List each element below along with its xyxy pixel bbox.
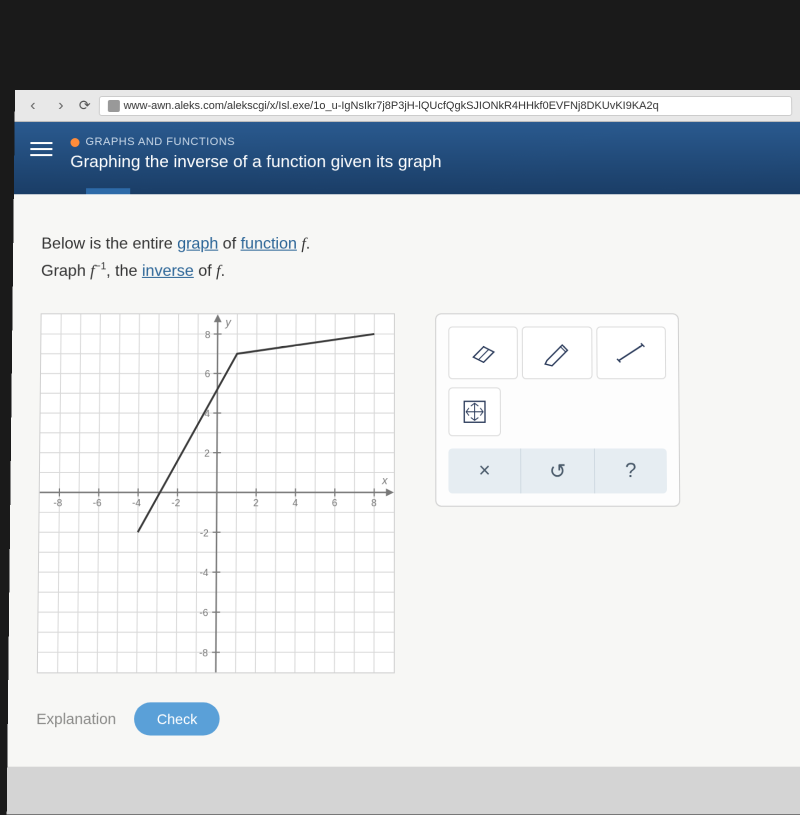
- app-header: GRAPHS AND FUNCTIONS Graphing the invers…: [14, 122, 800, 194]
- help-icon: ?: [625, 460, 636, 483]
- svg-text:-2: -2: [171, 499, 180, 510]
- status-dot-icon: [70, 138, 79, 147]
- x-axis-label: x: [381, 476, 388, 488]
- fit-window-icon: [457, 398, 491, 427]
- y-axis-label: y: [225, 317, 232, 329]
- back-button[interactable]: ‹: [23, 95, 43, 115]
- y-axis: [216, 319, 218, 673]
- work-area: -8 -6 -4 -2 2 4 6 8 8 6 4 2: [37, 314, 778, 674]
- menu-button[interactable]: [30, 142, 52, 156]
- help-button[interactable]: ?: [594, 449, 667, 494]
- browser-toolbar: ‹ › ⟳ www-awn.aleks.com/alekscgi/x/Isl.e…: [15, 90, 800, 122]
- svg-text:8: 8: [371, 499, 376, 510]
- undo-icon: ↺: [549, 459, 566, 485]
- breadcrumb-label: GRAPHS AND FUNCTIONS: [85, 136, 235, 148]
- svg-text:2: 2: [204, 449, 210, 460]
- pencil-tool[interactable]: [522, 327, 592, 380]
- question-prompt: Below is the entire graph of function f.…: [41, 230, 774, 285]
- check-button[interactable]: Check: [134, 703, 219, 736]
- svg-text:-2: -2: [200, 528, 209, 539]
- explanation-button[interactable]: Explanation: [36, 711, 116, 729]
- y-ticks: 8 6 4 2 -2 -4 -6 -8: [199, 330, 222, 660]
- eraser-tool[interactable]: [448, 327, 518, 380]
- forward-button[interactable]: ›: [51, 95, 71, 115]
- undo-button[interactable]: ↺: [520, 449, 593, 494]
- svg-text:2: 2: [253, 499, 259, 510]
- breadcrumb: GRAPHS AND FUNCTIONS: [70, 136, 784, 148]
- reload-button[interactable]: ⟳: [79, 97, 91, 114]
- url-text: www-awn.aleks.com/alekscgi/x/Isl.exe/1o_…: [124, 99, 659, 111]
- line-icon: [614, 339, 648, 367]
- link-function[interactable]: function: [241, 236, 297, 253]
- line-tool[interactable]: [596, 327, 666, 380]
- content-area: Below is the entire graph of function f.…: [7, 194, 800, 766]
- header-text: GRAPHS AND FUNCTIONS Graphing the invers…: [70, 136, 785, 172]
- clear-button[interactable]: ×: [448, 449, 520, 494]
- svg-text:-6: -6: [93, 499, 102, 510]
- action-row: × ↺ ?: [448, 449, 667, 494]
- site-icon: [108, 99, 120, 111]
- eraser-icon: [466, 339, 500, 367]
- graph-canvas[interactable]: -8 -6 -4 -2 2 4 6 8 8 6 4 2: [37, 314, 395, 674]
- svg-text:4: 4: [292, 499, 298, 510]
- footer: Explanation Check: [36, 674, 779, 736]
- fit-window-tool[interactable]: [448, 388, 501, 437]
- close-icon: ×: [479, 460, 491, 483]
- graph-svg: -8 -6 -4 -2 2 4 6 8 8 6 4 2: [38, 315, 394, 673]
- svg-text:8: 8: [205, 330, 211, 341]
- url-bar[interactable]: www-awn.aleks.com/alekscgi/x/Isl.exe/1o_…: [99, 95, 793, 115]
- svg-text:-6: -6: [199, 608, 208, 619]
- link-graph[interactable]: graph: [177, 236, 218, 253]
- svg-text:6: 6: [205, 370, 211, 381]
- x-ticks: -8 -6 -4 -2 2 4 6 8: [53, 489, 376, 510]
- svg-text:6: 6: [332, 499, 337, 510]
- page-title: Graphing the inverse of a function given…: [70, 152, 785, 172]
- screen: ‹ › ⟳ www-awn.aleks.com/alekscgi/x/Isl.e…: [7, 90, 800, 815]
- pencil-icon: [540, 339, 574, 367]
- link-inverse[interactable]: inverse: [142, 263, 194, 280]
- svg-text:-8: -8: [53, 499, 62, 510]
- svg-text:-4: -4: [132, 499, 141, 510]
- toolbox: × ↺ ?: [435, 314, 680, 507]
- svg-text:-4: -4: [200, 568, 209, 579]
- svg-text:-8: -8: [199, 648, 208, 659]
